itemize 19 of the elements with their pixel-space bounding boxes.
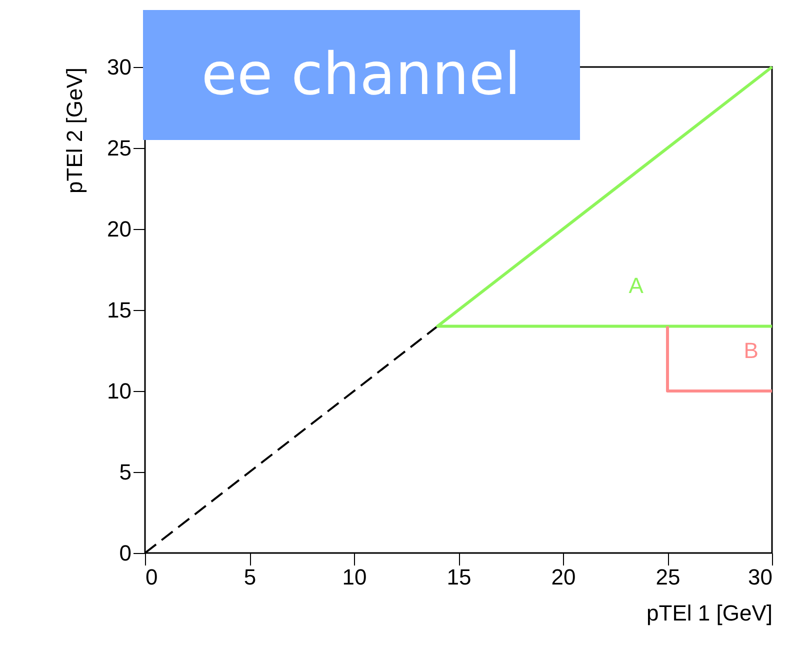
y-tick-label: 10 <box>107 378 132 404</box>
x-tick-label: 0 <box>146 564 158 590</box>
x-axis-title: pTEl 1 [GeV] <box>646 600 772 626</box>
y-tick-label: 30 <box>107 54 132 80</box>
y-tick-label: 15 <box>107 298 132 322</box>
y-tick-label: 20 <box>107 216 132 242</box>
y-tick-label: 0 <box>119 540 132 566</box>
chart-title: ee channel <box>201 40 521 108</box>
y-tick-label: 25 <box>107 136 132 160</box>
annotation: B <box>744 338 758 363</box>
x-tick-label: 30 <box>748 564 772 590</box>
x-tick-label: 25 <box>656 564 680 590</box>
x-tick-label: 15 <box>446 564 472 590</box>
x-tick-label: 20 <box>551 564 576 590</box>
y-axis-title: pTEl 2 [GeV] <box>62 68 88 194</box>
y-tick-label: 5 <box>119 460 132 484</box>
annotation: A <box>628 273 644 298</box>
x-tick-label: 10 <box>342 564 367 590</box>
x-tick-label: 5 <box>244 564 256 590</box>
